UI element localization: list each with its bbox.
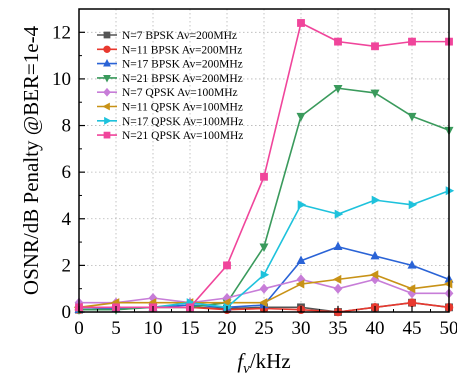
data-point xyxy=(333,84,343,94)
legend-marker xyxy=(103,131,111,139)
x-tick-label: 20 xyxy=(218,318,237,339)
series-layer xyxy=(73,19,455,317)
y-tick-label: 8 xyxy=(62,116,72,137)
y-tick-label: 6 xyxy=(62,162,72,183)
x-tick-label: 0 xyxy=(74,318,84,339)
data-point xyxy=(408,200,418,210)
x-tick-label: 45 xyxy=(403,318,422,339)
legend-label: N=17 BPSK Av=200MHz xyxy=(122,59,243,71)
legend-marker xyxy=(103,75,111,83)
data-point xyxy=(259,243,269,252)
x-tick-label: 15 xyxy=(181,318,200,339)
data-point xyxy=(408,37,416,46)
data-point xyxy=(334,209,344,219)
legend-item: N=17 BPSK Av=200MHz xyxy=(97,59,243,71)
legend-label: N=11 QPSK Av=100MHz xyxy=(122,102,243,114)
x-tick-label: 40 xyxy=(366,318,385,339)
data-point xyxy=(259,283,269,294)
legend-item: N=11 BPSK Av=200MHz xyxy=(97,44,242,56)
legend-marker xyxy=(103,59,111,67)
y-tick-label: 2 xyxy=(62,255,72,276)
data-point xyxy=(406,284,416,294)
legend-marker xyxy=(103,87,111,97)
data-point xyxy=(333,283,343,294)
data-point xyxy=(371,42,379,51)
data-point xyxy=(369,270,379,280)
data-point xyxy=(332,274,342,284)
y-tick-label: 0 xyxy=(62,302,72,323)
data-point xyxy=(297,19,305,27)
y-tick-label: 12 xyxy=(52,22,71,43)
data-point xyxy=(370,89,380,99)
data-point xyxy=(445,186,455,196)
legend-marker xyxy=(103,45,111,53)
x-axis-title-variable: f xyxy=(237,349,246,373)
data-point xyxy=(260,270,270,280)
legend-label: N=21 BPSK Av=200MHz xyxy=(122,73,243,85)
axis-ticks: 0 5 10 15 20 25 30 35 40 45 50 0 2 4 6 8 10 12 xyxy=(52,22,457,339)
x-axis-title-subscript: v xyxy=(243,361,250,376)
data-point xyxy=(295,279,305,289)
x-tick-label: 50 xyxy=(440,318,457,339)
x-axis-title-unit: /kHz xyxy=(250,349,291,373)
data-point xyxy=(258,298,268,308)
legend-label: N=7 QPSK Av=100MHz xyxy=(122,87,238,99)
data-point xyxy=(407,112,417,122)
legend: N=7 BPSK Av=200MHz N=11 BPSK Av=200MHz N=1… xyxy=(97,30,243,142)
data-point xyxy=(297,200,307,210)
legend-item: N=21 QPSK Av=100MHz xyxy=(97,130,243,142)
data-point xyxy=(223,302,233,312)
legend-marker xyxy=(103,31,111,39)
data-point xyxy=(333,241,343,251)
legend-item: N=7 QPSK Av=100MHz xyxy=(97,87,238,99)
x-tick-label: 35 xyxy=(329,318,348,339)
legend-marker xyxy=(102,102,110,111)
x-axis-title: fv/kHz xyxy=(237,349,290,376)
data-point xyxy=(371,195,381,205)
x-tick-label: 10 xyxy=(144,318,163,339)
data-point xyxy=(296,112,306,122)
data-point xyxy=(260,172,268,181)
series-6 xyxy=(73,270,453,312)
legend-label: N=21 QPSK Av=100MHz xyxy=(122,130,243,142)
x-tick-label: 25 xyxy=(255,318,274,339)
legend-marker xyxy=(104,116,112,125)
legend-label: N=17 QPSK Av=100MHz xyxy=(122,116,243,128)
x-tick-label: 30 xyxy=(292,318,311,339)
legend-item: N=7 BPSK Av=200MHz xyxy=(97,30,237,42)
x-tick-label: 5 xyxy=(111,318,121,339)
legend-item: N=11 QPSK Av=100MHz xyxy=(97,102,243,114)
legend-item: N=21 BPSK Av=200MHz xyxy=(97,73,243,85)
legend-item: N=17 QPSK Av=100MHz xyxy=(97,116,243,128)
data-point xyxy=(407,260,417,269)
data-point xyxy=(370,250,380,260)
data-point xyxy=(334,37,342,46)
data-point xyxy=(296,255,306,265)
data-point xyxy=(407,298,417,307)
legend-label: N=11 BPSK Av=200MHz xyxy=(122,44,242,56)
y-tick-label: 4 xyxy=(62,209,72,230)
data-point xyxy=(223,261,231,270)
y-tick-label: 10 xyxy=(52,69,71,90)
data-point xyxy=(443,279,453,289)
y-axis-title: OSNR/dB Penalty @BER=1e-4 xyxy=(19,25,43,295)
legend-label: N=7 BPSK Av=200MHz xyxy=(122,30,237,42)
